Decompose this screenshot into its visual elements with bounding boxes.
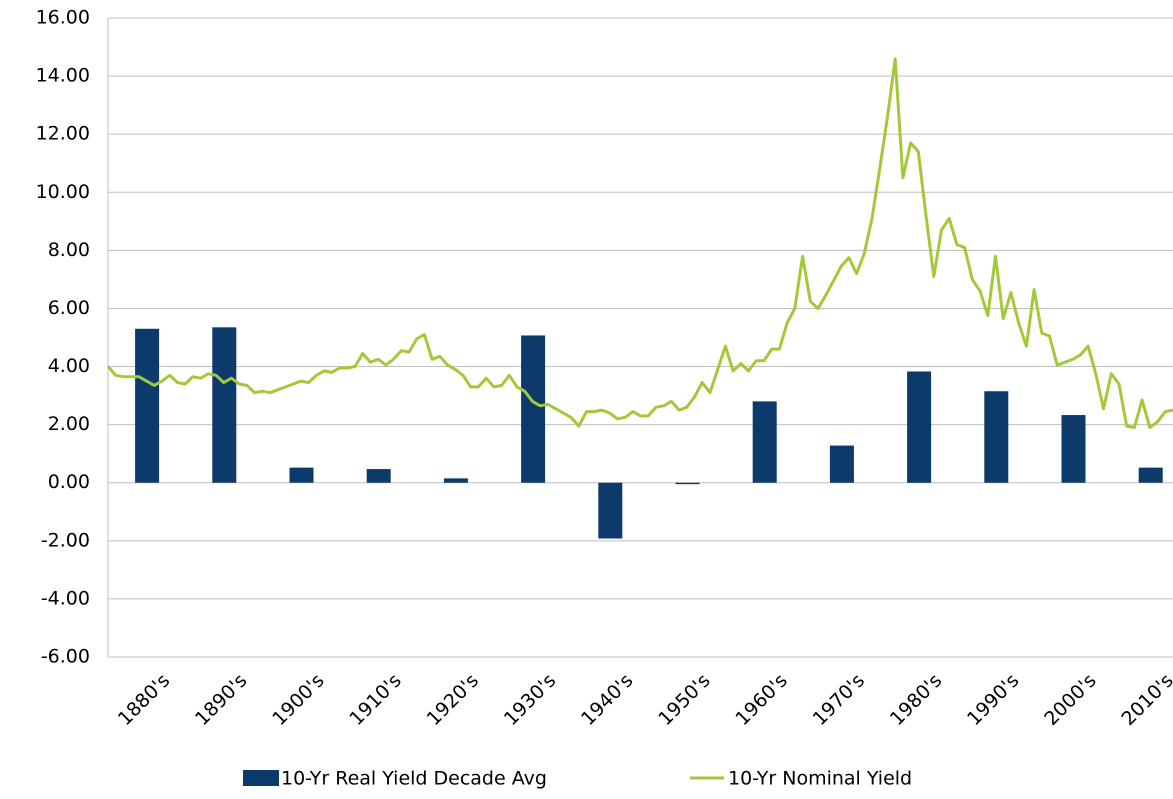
x-tick-label: 1880's: [114, 670, 174, 730]
bar: [521, 335, 546, 483]
x-tick-label: 1950's: [654, 670, 714, 730]
bar: [366, 469, 391, 483]
bar: [752, 401, 777, 483]
bar: [443, 478, 468, 483]
x-tick-label: 1980's: [886, 670, 946, 730]
y-tick-label: -2.00: [41, 529, 90, 551]
x-tick-label: 1990's: [963, 670, 1023, 730]
y-tick-label: 12.00: [36, 123, 90, 145]
bar: [598, 482, 623, 539]
x-tick-label: 1930's: [500, 670, 560, 730]
bar: [675, 482, 700, 485]
y-tick-label: 14.00: [36, 65, 90, 87]
bar: [829, 445, 854, 483]
y-tick-label: 8.00: [48, 239, 90, 261]
bar: [984, 391, 1009, 483]
y-tick-label: 2.00: [48, 413, 90, 435]
x-tick-label: 2000's: [1040, 670, 1100, 730]
bar: [1061, 415, 1086, 483]
x-tick-label: 1910's: [345, 670, 405, 730]
x-tick-label: 1890's: [191, 670, 251, 730]
y-tick-label: 0.00: [48, 471, 90, 493]
y-tick-label: 10.00: [36, 181, 90, 203]
bar: [1138, 467, 1163, 483]
x-tick-label: 1970's: [809, 670, 869, 730]
legend-label: 10-Yr Nominal Yield: [728, 768, 912, 790]
y-tick-label: 4.00: [48, 355, 90, 377]
x-tick-label: 1900's: [268, 670, 328, 730]
bar: [212, 327, 237, 483]
y-tick-label: -4.00: [41, 587, 90, 609]
legend-label: 10-Yr Real Yield Decade Avg: [281, 768, 547, 790]
y-tick-label: 16.00: [36, 7, 90, 29]
x-tick-label: 1940's: [577, 670, 637, 730]
bar: [907, 371, 932, 483]
bar: [135, 328, 160, 483]
x-tick-label: 2010's: [1117, 670, 1173, 730]
line: [106, 57, 1173, 429]
x-tick-label: 1960's: [731, 670, 791, 730]
bar: [289, 467, 314, 483]
y-tick-label: -6.00: [41, 646, 90, 668]
legend-swatch: [243, 770, 279, 786]
y-tick-label: 6.00: [48, 297, 90, 319]
x-tick-label: 1920's: [423, 670, 483, 730]
